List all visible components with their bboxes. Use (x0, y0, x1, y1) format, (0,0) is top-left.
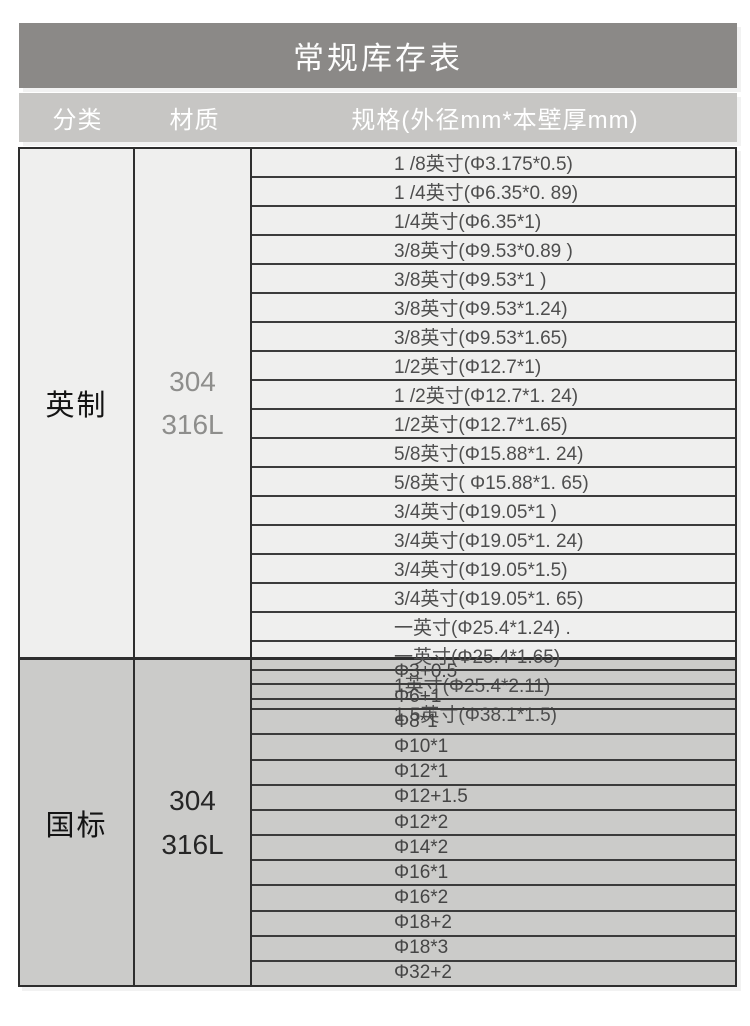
table-title: 常规库存表 (19, 23, 737, 88)
spec-row: 3/8英寸(Φ9.53*0.89 ) (252, 236, 735, 265)
material-line: 316L (161, 409, 224, 440)
table-section: 英制 304 316L 1 /8英寸(Φ3.175*0.5) 1 /4英寸(Φ6.35*… (20, 149, 735, 726)
material-cell: 304 316L (135, 149, 252, 657)
spec-row: Φ12*2 (252, 811, 735, 837)
spec-row: 一英寸(Φ25.4*1.65) (252, 642, 735, 671)
spec-column: 1 /8英寸(Φ3.175*0.5) 1 /4英寸(Φ6.35*0. 89) 1/4… (252, 149, 735, 726)
spec-row: Φ6+1 (252, 685, 735, 711)
spec-row: 3/4英寸(Φ19.05*1. 24) (252, 526, 735, 555)
spec-column: Φ3+0.5 Φ6+1 Φ8*1 Φ10*1 Φ12*1 Φ12+1.5 Φ12*2 Φ14*… (252, 660, 735, 985)
material-cell: 304 316L (135, 660, 252, 985)
spec-row: 1 /4英寸(Φ6.35*0. 89) (252, 178, 735, 207)
spec-row: Φ16*1 (252, 861, 735, 887)
spec-row: 1 /8英寸(Φ3.175*0.5) (252, 149, 735, 178)
inventory-table-body: 英制 304 316L 1 /8英寸(Φ3.175*0.5) 1 /4英寸(Φ6.35*… (18, 147, 737, 987)
spec-row: 3/4英寸(Φ19.05*1. 65) (252, 584, 735, 613)
spec-row: Φ12*1 (252, 761, 735, 786)
spec-row: 5/8英寸(Φ15.88*1. 24) (252, 439, 735, 468)
material-line: 304 (169, 365, 216, 397)
category-cell: 国标 (20, 660, 135, 985)
spec-row: 5/8英寸( Φ15.88*1. 65) (252, 468, 735, 497)
spec-row: 3/8英寸(Φ9.53*1.24) (252, 294, 735, 323)
spec-row: Φ12+1.5 (252, 786, 735, 811)
spec-row: Φ14*2 (252, 836, 735, 862)
spec-row: 1/2英寸(Φ12.7*1) (252, 352, 735, 381)
spec-row: 3/4英寸(Φ19.05*1.5) (252, 555, 735, 584)
column-header-material: 材质 (169, 107, 220, 134)
table-header-row: 分类 材质 规格(外径mm*本壁厚mm) (19, 93, 737, 142)
spec-row: Φ10*1 (252, 735, 735, 761)
spec-row: 3/4英寸(Φ19.05*1 ) (252, 497, 735, 526)
table-section: 国标 304 316L Φ3+0.5 Φ6+1 Φ8*1 Φ10*1 Φ12*1 Φ12+1.5… (20, 657, 735, 985)
category-cell: 英制 (20, 149, 135, 657)
spec-row: Φ3+0.5 (252, 660, 735, 686)
spec-row: Φ18+2 (252, 912, 735, 937)
spec-row: Φ32+2 (394, 962, 452, 984)
spec-row: 3/8英寸(Φ9.53*1 ) (252, 265, 735, 294)
column-header-spec: 规格(外径mm*本壁厚mm) (351, 107, 639, 134)
material-line: 304 (169, 785, 216, 817)
spec-row: Φ16*2 (252, 886, 735, 912)
spec-row: 一英寸(Φ25.4*1.24) . (252, 613, 735, 642)
spec-row: 1英寸(Φ25.4*2.11) (252, 671, 735, 700)
spec-row: 3/8英寸(Φ9.53*1.65) (252, 323, 735, 352)
spec-row: 1 /2英寸(Φ12.7*1. 24) (252, 381, 735, 410)
spec-row: 1/4英寸(Φ6.35*1) (252, 207, 735, 236)
spec-row: 1/2英寸(Φ12.7*1.65) (252, 410, 735, 439)
material-line: 316L (161, 828, 224, 860)
column-header-category: 分类 (52, 107, 103, 134)
spec-row: Φ18*3 (252, 937, 735, 962)
spec-row: Φ8*1 (252, 710, 735, 736)
